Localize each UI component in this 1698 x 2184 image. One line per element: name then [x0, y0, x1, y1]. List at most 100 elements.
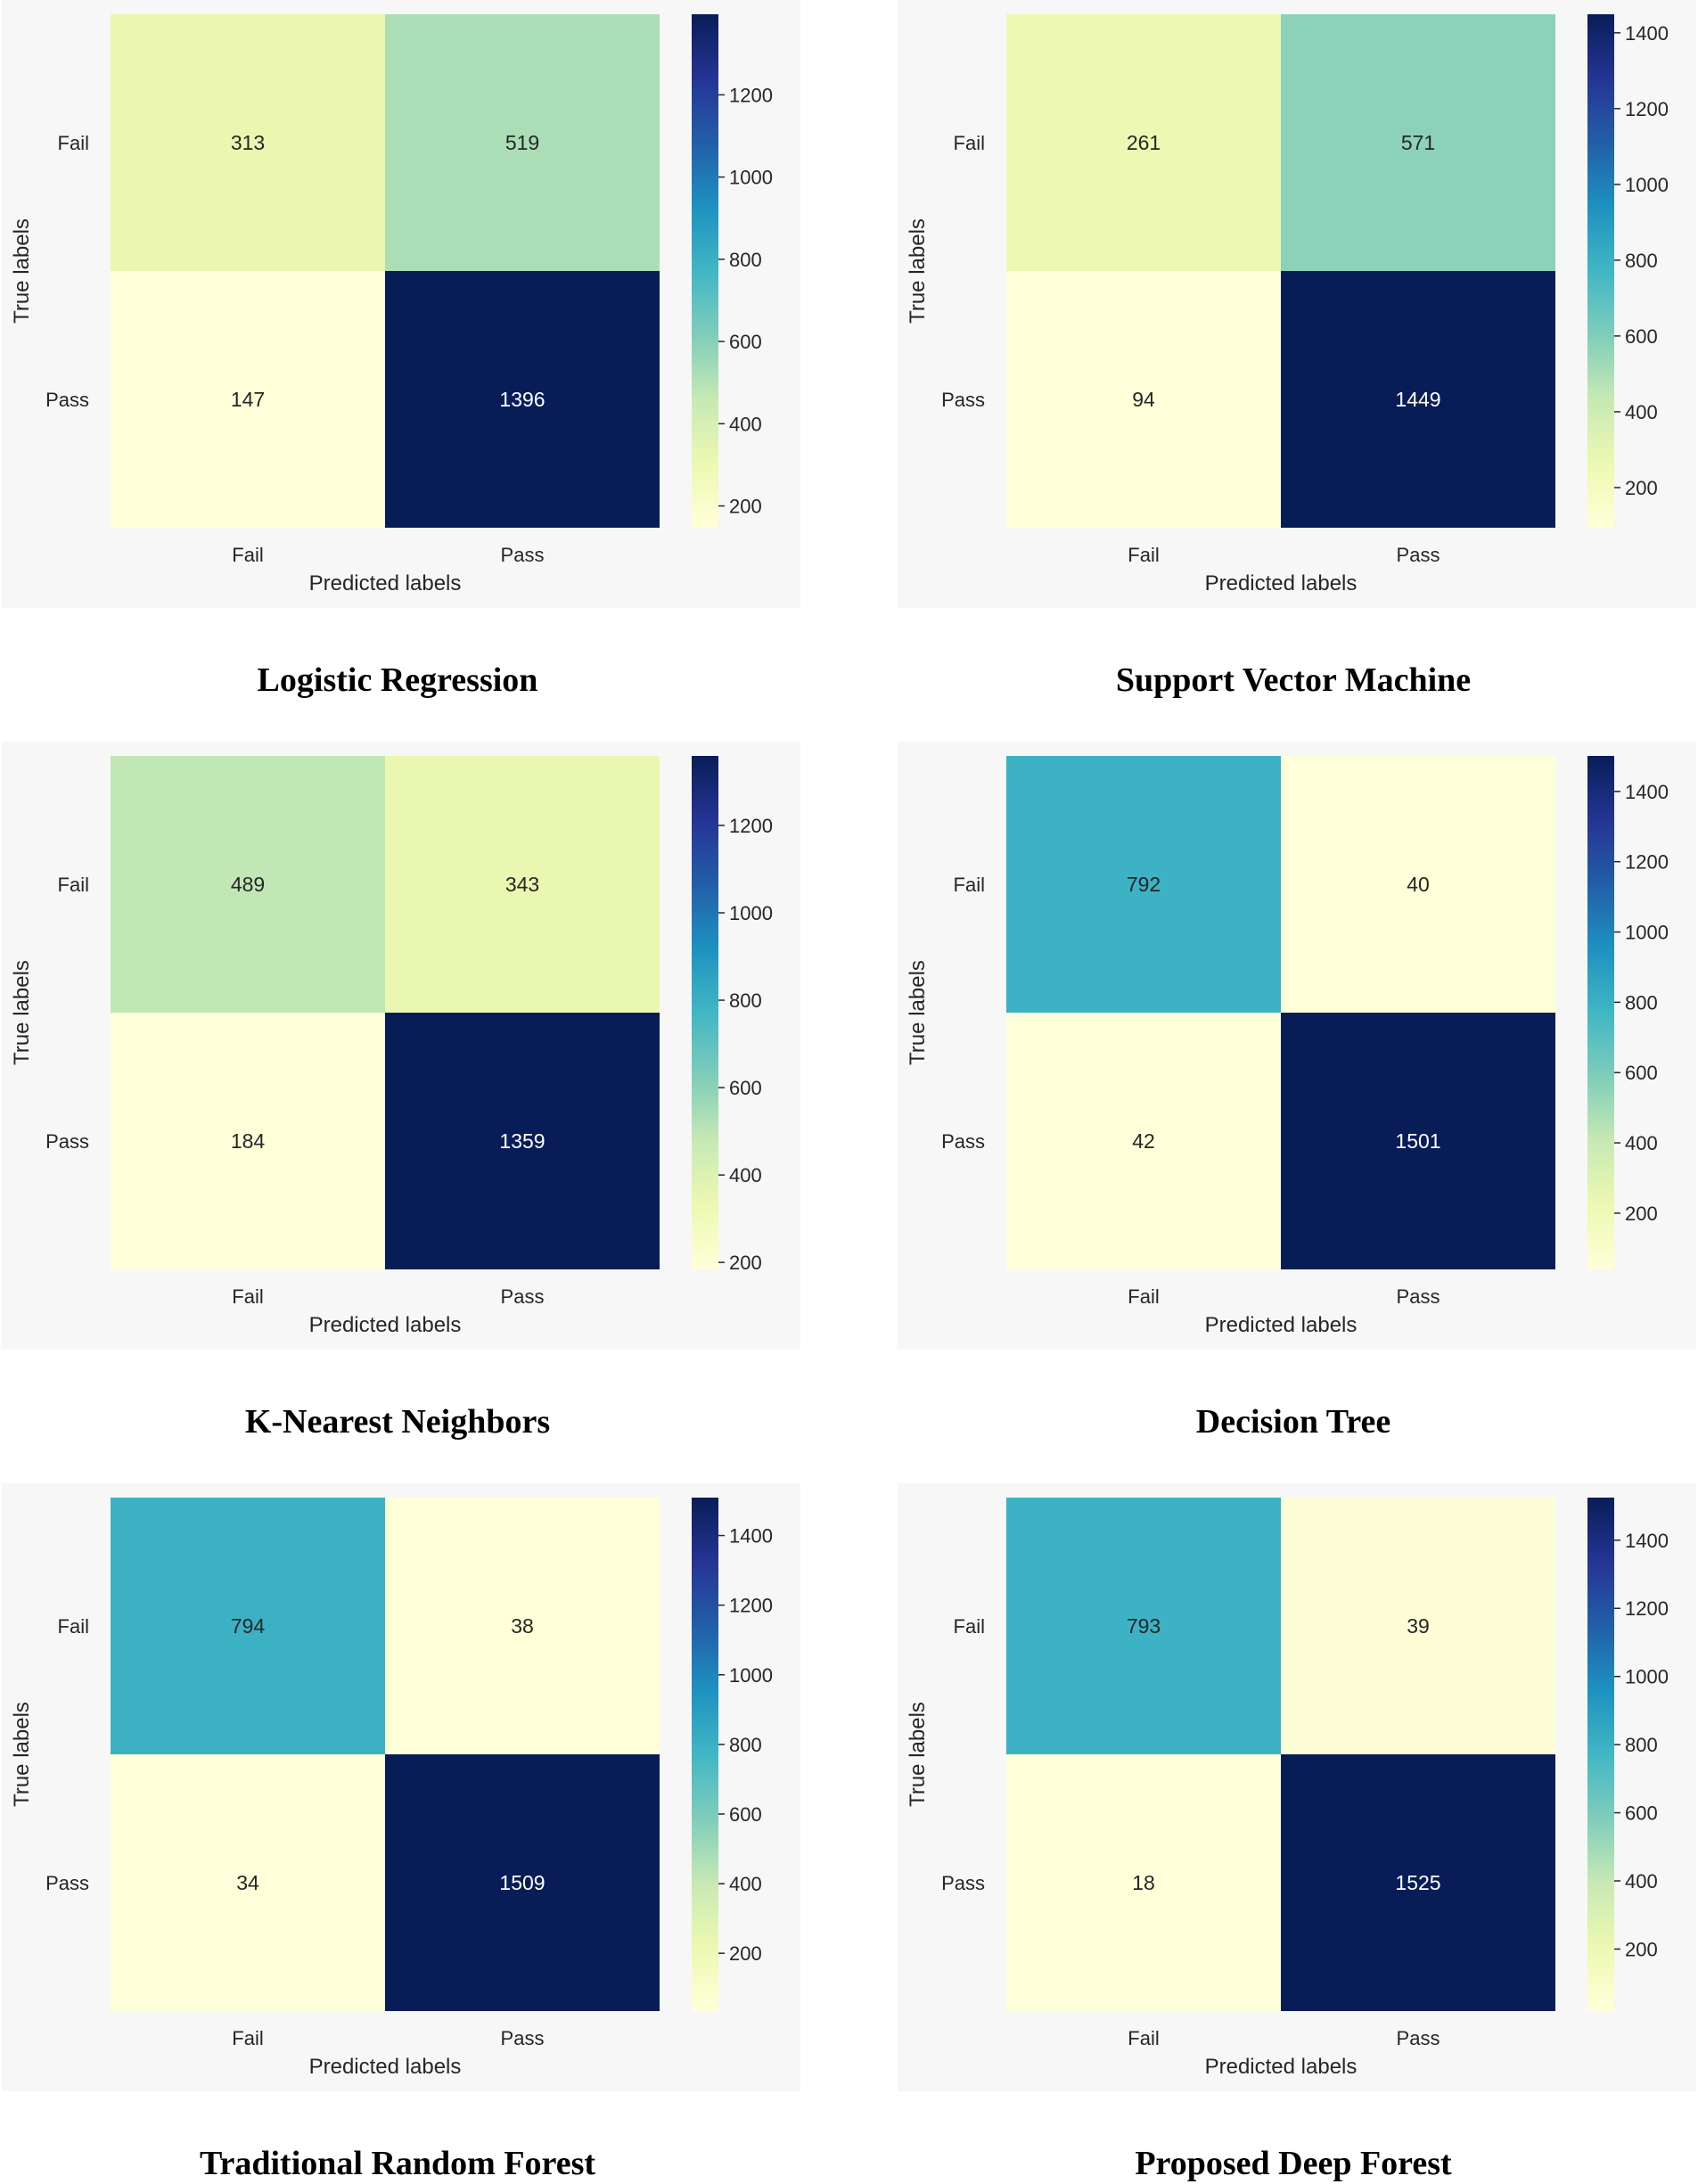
- colorbar-tick-label: 800: [729, 249, 762, 271]
- colorbar-tick-label: 1000: [1625, 1666, 1669, 1688]
- cell-value-label: 147: [231, 388, 265, 411]
- colorbar-tick-label: 1000: [729, 902, 773, 924]
- cell-value-label: 792: [1127, 873, 1161, 896]
- y-tick-label: Pass: [941, 1872, 985, 1894]
- colorbar: [692, 1498, 718, 2011]
- cell-value-label: 1359: [499, 1129, 545, 1153]
- confusion-matrix-panel: 793 39 18 1525 Fail Pass Fail Pass Predicted lab…: [898, 1483, 1696, 2182]
- confusion-matrix-panel: 792 40 42 1501 Fail Pass Fail Pass Predicted lab…: [898, 742, 1696, 1441]
- colorbar-tick-label: 400: [729, 413, 762, 435]
- colorbar: [692, 756, 718, 1269]
- heatmap-cell: [1006, 14, 1281, 271]
- colorbar-tick-label: 400: [1625, 1870, 1658, 1893]
- y-tick-label: Pass: [45, 389, 89, 411]
- cell-value-label: 489: [231, 873, 265, 896]
- heatmap-cell: [111, 271, 385, 528]
- y-tick-label: Pass: [45, 1130, 89, 1153]
- heatmap-cell: [111, 1754, 385, 2011]
- cell-value-label: 343: [505, 873, 539, 896]
- x-tick-label: Fail: [1128, 2027, 1159, 2049]
- colorbar-tick-label: 1400: [1625, 22, 1669, 45]
- heatmap-cell: [1281, 14, 1555, 271]
- colorbar-tick-label: 600: [729, 1077, 762, 1099]
- cell-value-label: 34: [236, 1871, 259, 1894]
- y-axis-title: True labels: [10, 218, 34, 324]
- y-tick-label: Fail: [58, 132, 89, 154]
- x-tick-label: Fail: [1128, 1285, 1159, 1308]
- x-axis-title: Predicted labels: [309, 2055, 462, 2079]
- cell-value-label: 313: [231, 131, 265, 154]
- y-tick-label: Fail: [954, 132, 985, 154]
- confusion-matrix-panel: 313 519 147 1396 Fail Pass Fail Pass Predicted l…: [2, 0, 800, 699]
- confusion-matrix-panel: 489 343 184 1359 Fail Pass Fail Pass Predicted l…: [2, 742, 800, 1441]
- heatmap-cell: [1281, 756, 1555, 1013]
- x-axis-title: Predicted labels: [1205, 1313, 1358, 1337]
- colorbar-tick-label: 1200: [1625, 851, 1669, 874]
- heatmap-cell: [1281, 271, 1555, 528]
- cell-value-label: 571: [1401, 131, 1435, 154]
- confusion-matrix-panel: 261 571 94 1449 Fail Pass Fail Pass Predicted la…: [898, 0, 1696, 699]
- cell-value-label: 1396: [499, 388, 545, 411]
- panel-caption: K-Nearest Neighbors: [245, 1403, 550, 1441]
- colorbar-tick-label: 1200: [1625, 1597, 1669, 1620]
- colorbar-tick-label: 1400: [729, 1525, 773, 1548]
- cell-value-label: 1509: [499, 1871, 545, 1894]
- y-tick-label: Pass: [45, 1872, 89, 1894]
- panel-caption: Logistic Regression: [258, 661, 538, 699]
- cell-value-label: 793: [1127, 1614, 1161, 1638]
- cell-value-label: 261: [1127, 131, 1161, 154]
- colorbar-tick-label: 800: [1625, 1734, 1658, 1756]
- colorbar-tick-label: 600: [1625, 325, 1658, 348]
- colorbar-tick-label: 200: [729, 496, 762, 518]
- cell-value-label: 42: [1132, 1129, 1155, 1153]
- colorbar-tick-label: 1000: [1625, 174, 1669, 196]
- panel-caption: Proposed Deep Forest: [1135, 2145, 1452, 2182]
- colorbar-tick-label: 1200: [729, 815, 773, 837]
- panel-caption: Decision Tree: [1196, 1403, 1390, 1441]
- colorbar-tick-label: 600: [1625, 1062, 1658, 1084]
- cell-value-label: 38: [511, 1614, 534, 1638]
- colorbar-tick-label: 400: [1625, 1132, 1658, 1154]
- y-tick-label: Pass: [941, 389, 985, 411]
- x-tick-label: Pass: [1397, 544, 1440, 566]
- x-tick-label: Fail: [232, 544, 263, 566]
- panel-caption: Support Vector Machine: [1116, 661, 1471, 699]
- colorbar-tick-label: 800: [729, 1734, 762, 1756]
- colorbar-tick-label: 1000: [1625, 922, 1669, 944]
- cell-value-label: 1525: [1395, 1871, 1440, 1894]
- x-tick-label: Fail: [1128, 544, 1159, 566]
- heatmap-cell: [385, 1013, 660, 1269]
- colorbar-tick-label: 1400: [1625, 1530, 1669, 1552]
- panel-caption: Traditional Random Forest: [200, 2145, 595, 2182]
- colorbar: [1587, 1498, 1614, 2011]
- x-tick-label: Fail: [232, 1285, 263, 1308]
- heatmap-cell: [1281, 1754, 1555, 2011]
- colorbar-tick-label: 1200: [1625, 98, 1669, 120]
- colorbar-tick-label: 800: [729, 989, 762, 1012]
- colorbar-tick-label: 1200: [729, 1595, 773, 1617]
- cell-value-label: 519: [505, 131, 539, 154]
- colorbar-tick-label: 800: [1625, 250, 1658, 272]
- heatmap-cell: [111, 14, 385, 271]
- heatmap-cell: [385, 1498, 660, 1754]
- heatmap-cell: [385, 1754, 660, 2011]
- cell-value-label: 40: [1407, 873, 1430, 896]
- x-axis-title: Predicted labels: [309, 571, 462, 595]
- colorbar-tick-label: 200: [729, 1252, 762, 1274]
- heatmap-cell: [1006, 1754, 1281, 2011]
- colorbar-tick-label: 400: [729, 1873, 762, 1895]
- heatmap-cell: [1281, 1498, 1555, 1754]
- colorbar-tick-label: 1000: [729, 1664, 773, 1687]
- colorbar-tick-label: 600: [729, 331, 762, 353]
- heatmap-cell: [1006, 1013, 1281, 1269]
- y-tick-label: Fail: [954, 874, 985, 896]
- cell-value-label: 39: [1407, 1614, 1430, 1638]
- cell-value-label: 1501: [1395, 1129, 1440, 1153]
- heatmap-cell: [111, 1013, 385, 1269]
- colorbar-tick-label: 200: [1625, 1203, 1658, 1225]
- x-tick-label: Pass: [501, 1285, 545, 1308]
- x-axis-title: Predicted labels: [1205, 571, 1358, 595]
- colorbar-tick-label: 200: [1625, 477, 1658, 499]
- heatmap-cell: [385, 756, 660, 1013]
